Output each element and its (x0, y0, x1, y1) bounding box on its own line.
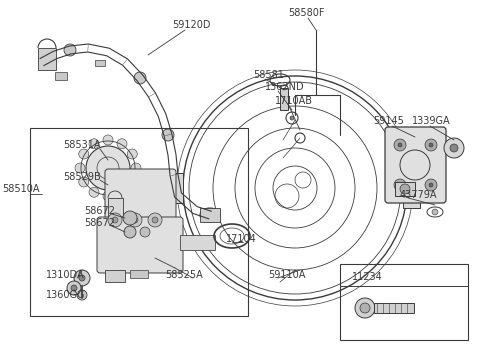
Circle shape (444, 138, 464, 158)
Bar (105, 270, 125, 282)
Bar (200, 208, 220, 222)
Text: 58510A: 58510A (2, 184, 39, 194)
Circle shape (74, 270, 90, 286)
Circle shape (103, 135, 113, 145)
FancyBboxPatch shape (385, 127, 446, 203)
Bar (340, 264, 468, 340)
Bar (55, 72, 67, 80)
Circle shape (400, 184, 410, 194)
Text: 1339GA: 1339GA (412, 116, 451, 126)
Circle shape (89, 139, 99, 149)
Circle shape (134, 72, 146, 84)
Circle shape (124, 226, 136, 238)
Circle shape (123, 211, 137, 225)
Circle shape (398, 143, 402, 147)
Circle shape (398, 183, 402, 187)
Bar (108, 198, 123, 218)
Circle shape (64, 44, 76, 56)
Circle shape (394, 139, 406, 151)
Text: 43779A: 43779A (400, 190, 437, 200)
Text: 58531A: 58531A (63, 140, 100, 150)
Circle shape (77, 290, 87, 300)
Circle shape (127, 149, 137, 159)
Circle shape (108, 213, 122, 227)
Bar (395, 182, 415, 196)
Text: 58529B: 58529B (63, 172, 101, 182)
Text: 59145: 59145 (373, 116, 404, 126)
Circle shape (117, 187, 127, 197)
Circle shape (112, 217, 118, 223)
Circle shape (162, 129, 174, 141)
Polygon shape (180, 235, 215, 250)
Circle shape (450, 144, 458, 152)
Text: 17104: 17104 (226, 234, 257, 244)
Circle shape (131, 163, 141, 173)
FancyBboxPatch shape (97, 217, 183, 273)
Polygon shape (165, 173, 183, 203)
Circle shape (425, 139, 437, 151)
Bar (280, 88, 288, 110)
Circle shape (148, 213, 162, 227)
Circle shape (429, 143, 433, 147)
Circle shape (75, 163, 85, 173)
Text: 58581: 58581 (253, 70, 284, 80)
Circle shape (360, 303, 370, 313)
Circle shape (290, 116, 294, 120)
Circle shape (89, 187, 99, 197)
FancyBboxPatch shape (105, 169, 176, 220)
Circle shape (79, 149, 89, 159)
Circle shape (429, 183, 433, 187)
Circle shape (67, 281, 81, 295)
Circle shape (79, 275, 85, 281)
Text: 58580F: 58580F (288, 8, 324, 18)
Polygon shape (403, 168, 420, 208)
Circle shape (103, 191, 113, 201)
Text: 58525A: 58525A (165, 270, 203, 280)
Text: 1362ND: 1362ND (265, 82, 305, 92)
Circle shape (432, 209, 438, 215)
Circle shape (86, 146, 130, 190)
Text: 59120D: 59120D (172, 20, 211, 30)
Circle shape (79, 177, 89, 187)
Text: 58672: 58672 (84, 206, 115, 216)
Text: 58672: 58672 (84, 218, 115, 228)
Bar (30, 128, 248, 316)
Bar (38, 48, 56, 70)
Circle shape (425, 179, 437, 191)
Bar (95, 60, 105, 66)
Circle shape (117, 139, 127, 149)
Text: 59110A: 59110A (268, 270, 305, 280)
Text: 1310DA: 1310DA (46, 270, 84, 280)
Text: 1710AB: 1710AB (275, 96, 313, 106)
Circle shape (127, 177, 137, 187)
Circle shape (132, 217, 138, 223)
Bar (130, 270, 148, 278)
Circle shape (128, 213, 142, 227)
Text: 1360GG: 1360GG (46, 290, 85, 300)
Circle shape (71, 285, 77, 291)
Circle shape (355, 298, 375, 318)
Bar (374, 303, 414, 313)
Circle shape (140, 227, 150, 237)
Circle shape (394, 179, 406, 191)
Text: 11234: 11234 (352, 272, 383, 282)
Circle shape (152, 217, 158, 223)
